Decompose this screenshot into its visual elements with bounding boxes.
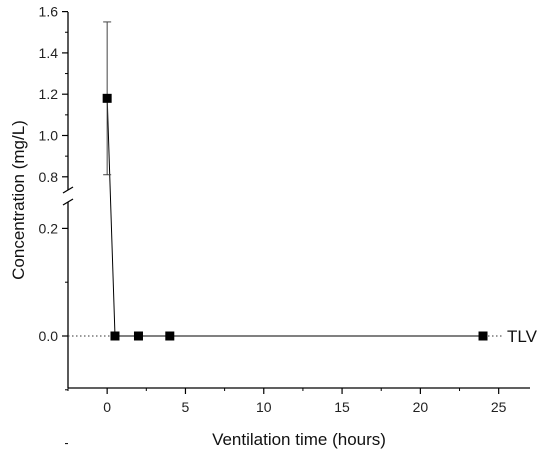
x-tick-label: 0 bbox=[103, 399, 111, 415]
y-tick-label: 0.0 bbox=[39, 328, 59, 344]
y-tick-label: 1.2 bbox=[39, 86, 59, 102]
y-axis-label: Concentration (mg/L) bbox=[9, 120, 28, 280]
y-tick-label: 1.4 bbox=[39, 45, 59, 61]
tlv-label: TLV bbox=[507, 327, 538, 346]
x-tick-label: 20 bbox=[413, 399, 429, 415]
data-point bbox=[102, 93, 112, 103]
data-point bbox=[478, 331, 488, 341]
x-tick-label: 10 bbox=[256, 399, 272, 415]
data-point bbox=[133, 331, 143, 341]
x-tick-label: 5 bbox=[182, 399, 190, 415]
series-group bbox=[102, 21, 488, 341]
x-tick-label: 25 bbox=[491, 399, 507, 415]
axis-break-mark-upper bbox=[62, 186, 74, 194]
data-point bbox=[165, 331, 175, 341]
axes: 0 5 10 15 20 25 0.8 1.0 1.2 1.4 1.6 0.0 0.2 bbox=[39, 4, 530, 445]
y-tick-label: 1.0 bbox=[39, 128, 59, 144]
x-axis-label: Ventilation time (hours) bbox=[212, 430, 386, 449]
y-tick-label: 0.8 bbox=[39, 169, 59, 185]
axis-break-mark-lower bbox=[62, 198, 74, 206]
y-tick-label: 0.2 bbox=[39, 220, 59, 236]
series-line bbox=[106, 98, 483, 337]
x-tick-label: 15 bbox=[334, 399, 350, 415]
y-tick-label: 1.6 bbox=[39, 4, 59, 20]
data-point bbox=[110, 331, 120, 341]
